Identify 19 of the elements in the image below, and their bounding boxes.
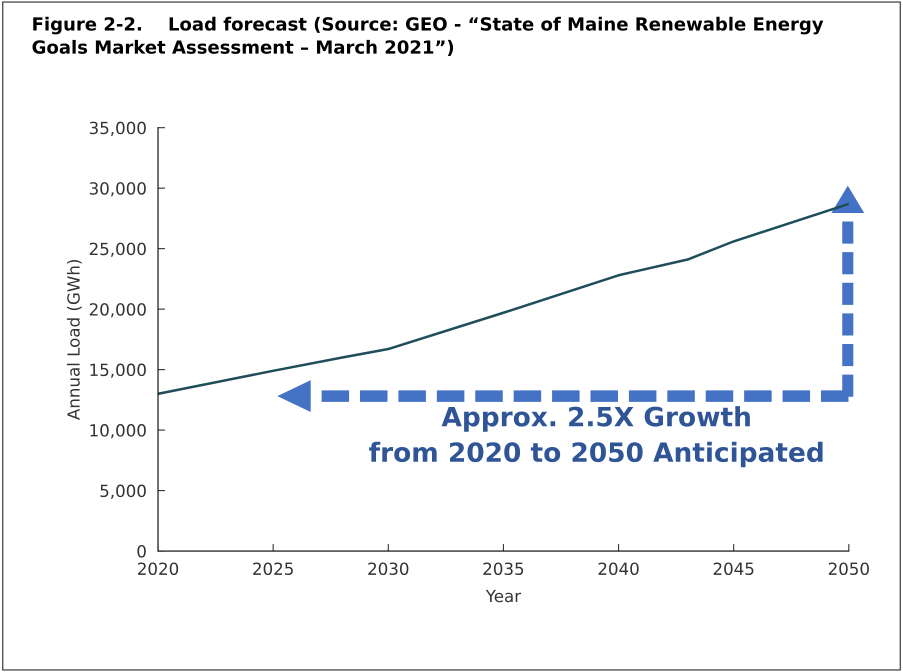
y-tick-label: 5,000 bbox=[100, 484, 146, 499]
x-tick-label: 2030 bbox=[368, 562, 408, 576]
y-tick-label: 10,000 bbox=[90, 424, 146, 438]
y-tick-label: 25,000 bbox=[90, 242, 146, 257]
x-tick-label: 2045 bbox=[714, 562, 754, 576]
annotation: Approx. 2.5X Growth from 2020 to 2050 Anticipated bbox=[369, 406, 823, 468]
y-axis-title: Annual Load (GWh) bbox=[66, 260, 82, 420]
x-tick-label: 2035 bbox=[483, 562, 524, 576]
x-tick-label: 2040 bbox=[598, 562, 639, 576]
y-tick-label: 0 bbox=[137, 545, 146, 558]
x-tick-label: 2025 bbox=[253, 562, 293, 576]
x-axis-title: Year bbox=[486, 590, 522, 602]
y-tick-label: 20,000 bbox=[90, 303, 146, 318]
x-tick-label: 2050 bbox=[828, 562, 869, 576]
x-tick-label: 2020 bbox=[138, 562, 178, 576]
y-tick-label: 15,000 bbox=[90, 364, 146, 378]
y-tick-label: 30,000 bbox=[90, 182, 146, 196]
chart-title: Figure 2-2. Load forecast (Source: GEO - “State of Maine Renewable Energy Goals Market Assessment – March 2021”) bbox=[32, 16, 824, 56]
y-tick-label: 35,000 bbox=[90, 122, 146, 136]
